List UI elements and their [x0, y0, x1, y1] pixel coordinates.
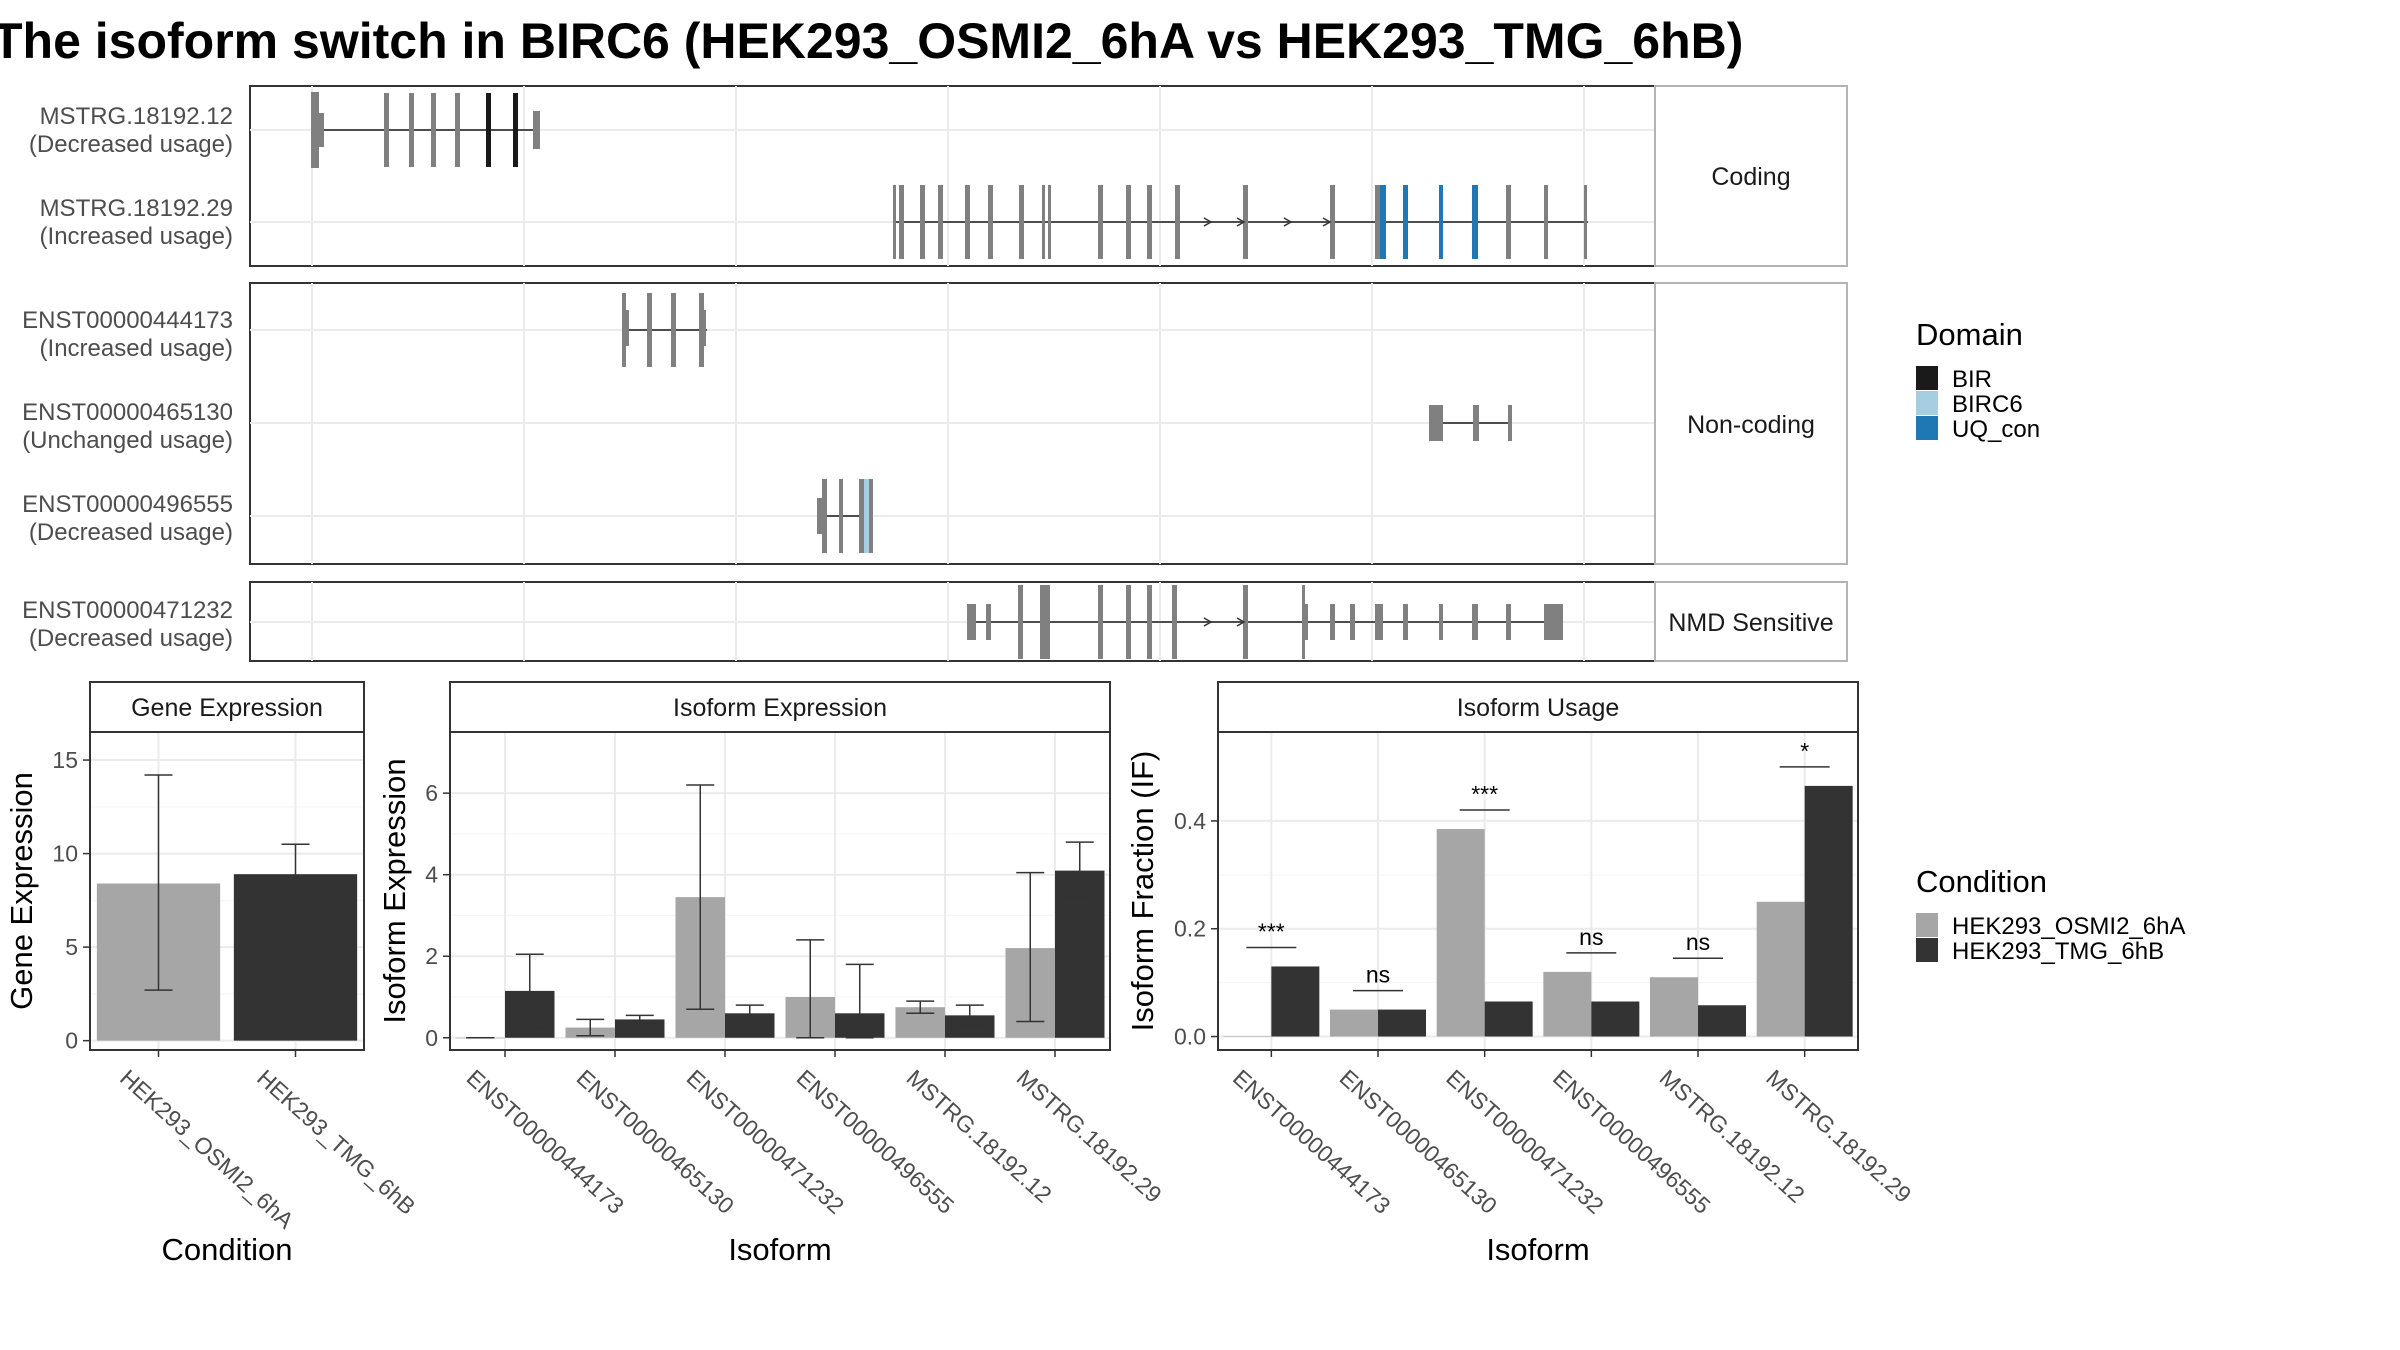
chart-strip	[89, 681, 365, 733]
chart-title: Isoform Expression	[673, 694, 887, 722]
x-axis-title: Isoform	[728, 1232, 831, 1267]
bar	[1271, 966, 1320, 1037]
isoform-label-id: ENST00000444173	[22, 307, 233, 334]
y-tick-label: 2	[425, 943, 438, 969]
bar	[1378, 1009, 1426, 1037]
isoform-label-id: ENST00000465130	[22, 399, 233, 426]
isoform-labels: MSTRG.18192.12 (Decreased usage) MSTRG.1…	[22, 103, 233, 652]
isoform-label-id: ENST00000471232	[22, 597, 233, 624]
y-axis-title: Isoform Expression	[377, 758, 412, 1023]
y-tick-label: 15	[52, 747, 78, 773]
y-tick-label: 6	[425, 780, 438, 806]
isoform-label-usage: (Decreased usage)	[29, 131, 233, 158]
bar	[615, 1019, 665, 1038]
isoform-track-mstrg-18192-12	[311, 92, 540, 168]
category-label-coding: Coding	[1711, 163, 1790, 191]
condition-legend-title: Condition	[1916, 864, 2047, 899]
plot-border	[449, 731, 1111, 1051]
bar	[1330, 1009, 1378, 1037]
structure-panel-noncoding	[249, 282, 1848, 565]
category-label-nmd: NMD Sensitive	[1668, 609, 1833, 637]
y-tick-label: 0	[65, 1028, 78, 1054]
y-tick-label: 4	[425, 862, 438, 888]
y-tick-label: 0.2	[1174, 916, 1206, 942]
y-tick-label: 10	[52, 841, 78, 867]
bar-charts: Gene Expression051015HEK293_OSMI2_6hAHEK…	[4, 681, 1916, 1267]
bar	[1698, 1005, 1746, 1037]
legend-label-bir: BIR	[1952, 366, 1992, 393]
isoform-track-enst00000465130	[1429, 405, 1512, 441]
x-axis-title: Condition	[162, 1232, 293, 1267]
significance-label: ns	[1579, 924, 1603, 950]
isoform-label-usage: (Decreased usage)	[29, 625, 233, 652]
bar	[1055, 870, 1105, 1038]
bar	[1436, 829, 1485, 1037]
significance-label: ns	[1686, 929, 1710, 955]
legend-label-osmi2: HEK293_OSMI2_6hA	[1952, 913, 2185, 940]
structure-panel-nmd	[249, 581, 1848, 662]
domain-legend: Domain BIR BIRC6 UQ_con	[1916, 317, 2040, 443]
legend-key-uq-con	[1916, 416, 1938, 440]
isoform-label-usage: (Increased usage)	[40, 223, 233, 250]
y-tick-label: 5	[65, 934, 78, 960]
isoform-track-enst00000444173	[622, 293, 707, 367]
legend-key-tmg	[1916, 938, 1938, 962]
condition-legend: Condition HEK293_OSMI2_6hA HEK293_TMG_6h…	[1916, 864, 2185, 965]
y-tick-label: 0.4	[1174, 808, 1206, 834]
bar	[1543, 971, 1592, 1037]
domain-legend-title: Domain	[1916, 317, 2023, 352]
legend-label-uq-con: UQ_con	[1952, 416, 2040, 443]
isoform-label-id: MSTRG.18192.29	[40, 195, 233, 222]
isoform-label-usage: (Decreased usage)	[29, 519, 233, 546]
y-axis-title: Gene Expression	[4, 772, 39, 1010]
legend-key-birc6	[1916, 391, 1938, 415]
chart-strip	[1217, 681, 1859, 733]
figure-title: The isoform switch in BIRC6 (HEK293_OSMI…	[0, 13, 1743, 69]
isoform-label-usage: (Increased usage)	[40, 335, 233, 362]
chart-title: Isoform Usage	[1457, 694, 1620, 722]
bar	[945, 1015, 995, 1038]
significance-label: ***	[1471, 781, 1498, 807]
plot-border	[1217, 731, 1859, 1051]
legend-label-tmg: HEK293_TMG_6hB	[1952, 938, 2164, 965]
chart-panel-0: Gene Expression051015HEK293_OSMI2_6hAHEK…	[4, 681, 421, 1267]
bar	[1223, 1036, 1272, 1038]
structure-panel-coding	[249, 85, 1848, 267]
bar	[1591, 1001, 1640, 1037]
y-tick-label: 0.0	[1174, 1024, 1206, 1050]
chart-title: Gene Expression	[131, 694, 323, 722]
bar	[1484, 1001, 1533, 1037]
x-axis-title: Isoform	[1486, 1232, 1589, 1267]
chart-strip	[449, 681, 1111, 733]
isoform-track-enst00000496555	[817, 479, 873, 553]
structure-grid	[250, 283, 1655, 564]
bar	[1804, 785, 1853, 1037]
isoform-label-usage: (Unchanged usage)	[22, 427, 233, 454]
category-label-noncoding: Non-coding	[1687, 411, 1815, 439]
bar	[1650, 977, 1698, 1037]
isoform-label-id: ENST00000496555	[22, 491, 233, 518]
legend-key-osmi2	[1916, 913, 1938, 937]
isoform-label-id: MSTRG.18192.12	[40, 103, 233, 130]
y-tick-label: 0	[425, 1025, 438, 1051]
bar	[1756, 901, 1805, 1037]
plot-border	[89, 731, 365, 1051]
chart-panel-2: Isoform Usage***ns***ns ns*0.00.20.4ENST0…	[1125, 681, 1916, 1267]
legend-label-birc6: BIRC6	[1952, 391, 2023, 418]
significance-label: ***	[1258, 918, 1285, 944]
chart-panel-1: Isoform Expression0246ENST00000444173ENS…	[377, 681, 1167, 1267]
significance-label: *	[1800, 738, 1809, 764]
y-axis-title: Isoform Fraction (IF)	[1125, 751, 1160, 1032]
isoform-track-mstrg-18192-29	[893, 185, 1588, 259]
plot-area	[1218, 732, 1858, 1050]
legend-key-bir	[1916, 366, 1938, 390]
significance-label: ns	[1366, 962, 1390, 988]
isoform-track-enst00000471232	[967, 585, 1563, 659]
